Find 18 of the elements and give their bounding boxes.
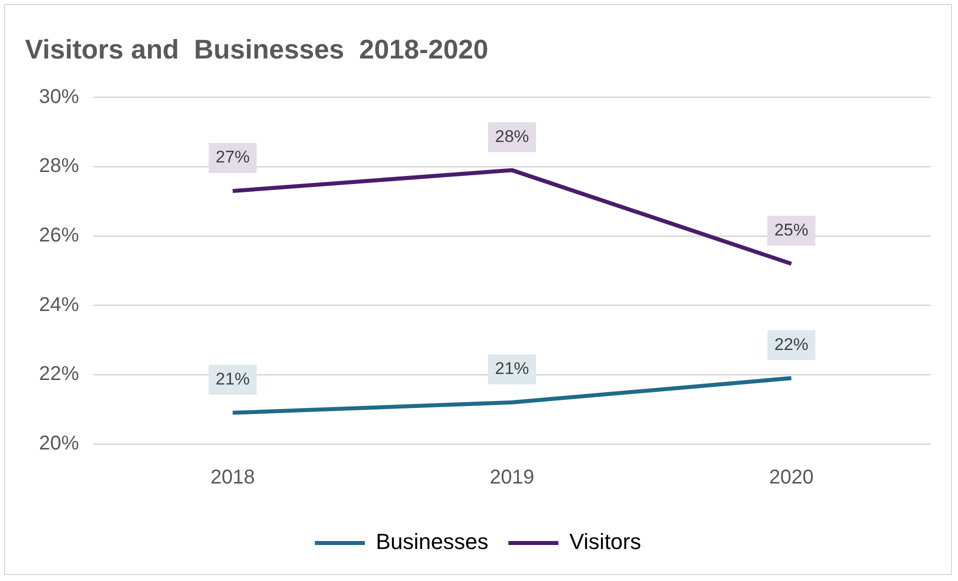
legend-label: Visitors [569,529,642,554]
data-label: 21% [495,359,530,378]
data-label: 27% [216,148,250,167]
y-tick-label: 24% [39,294,80,316]
chart-title: Visitors and Businesses 2018-2020 [25,34,488,65]
y-tick-label: 30% [39,86,80,108]
data-label: 28% [495,126,530,146]
x-tick-label: 2018 [210,466,255,489]
data-label: 21% [216,369,250,388]
legend-label: Businesses [376,529,488,554]
y-tick-label: 28% [39,155,80,178]
x-tick-label: 2019 [490,466,534,489]
y-tick-label: 22% [39,363,80,386]
data-label: 25% [774,220,808,240]
y-tick-label: 26% [39,224,80,247]
data-label: 22% [774,334,808,354]
x-tick-label: 2020 [769,466,814,489]
y-tick-label: 20% [39,432,80,455]
